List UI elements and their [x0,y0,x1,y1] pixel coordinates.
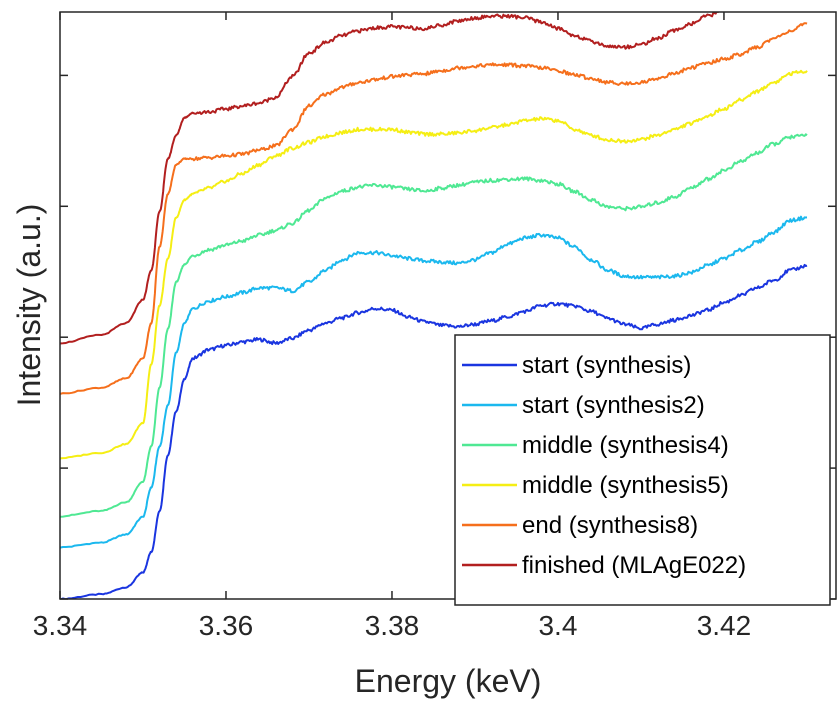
plot-frame [59,11,837,600]
y-axis-label: Intensity (a.u.) [11,204,47,407]
series-layer [60,12,808,599]
series-line-5 [60,22,808,395]
legend-label-3: middle (synthesis4) [522,432,729,459]
series-line-6 [60,12,720,345]
legend-label-2: start (synthesis2) [522,392,705,419]
x-tick-label: 3.38 [365,610,420,641]
series-line-4 [60,69,808,460]
x-axis-label: Energy (keV) [355,663,542,699]
legend-box [454,334,831,606]
legend-label-6: finished (MLAgE022) [522,552,746,579]
legend-label-1: start (synthesis) [522,352,691,379]
series-line-1 [60,263,808,599]
series-line-2 [60,215,808,549]
legend-label-5: end (synthesis8) [522,512,698,539]
series-line-3 [60,133,808,518]
x-tick-label: 3.36 [199,610,254,641]
legend-label-4: middle (synthesis5) [522,472,729,499]
x-tick-label: 3.42 [697,610,752,641]
legend: start (synthesis) start (synthesis2) middl… [454,334,831,606]
x-tick-label: 3.4 [538,610,577,641]
x-tick-label: 3.34 [33,610,88,641]
